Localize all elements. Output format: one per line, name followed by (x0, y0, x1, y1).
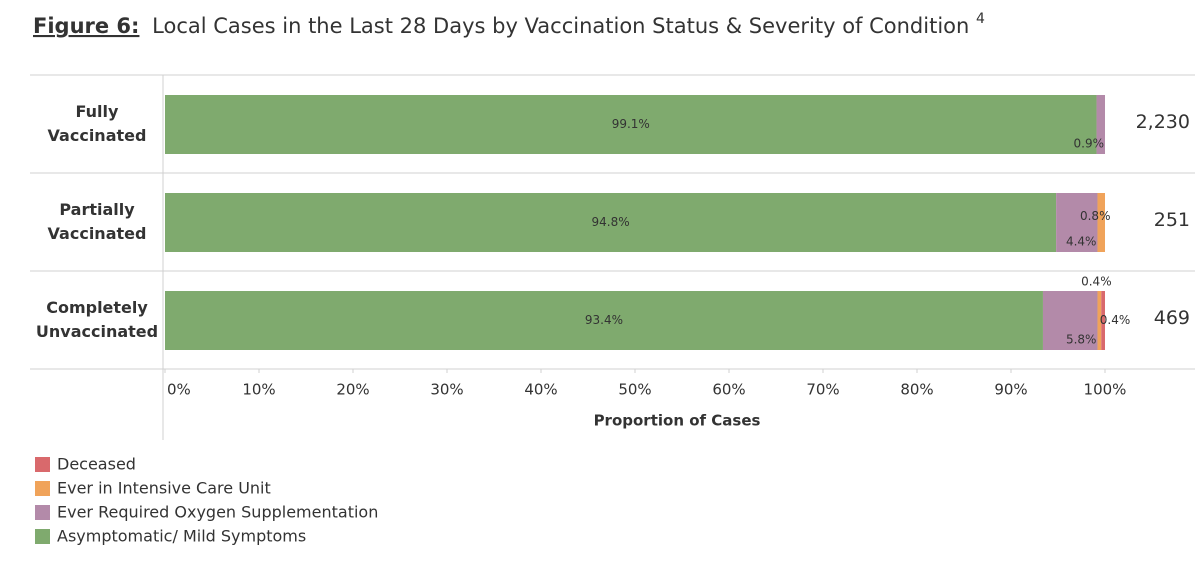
x-tick-label: 100% (1084, 381, 1127, 399)
data-label: 0.9% (1074, 137, 1105, 151)
legend-label: Asymptomatic/ Mild Symptoms (57, 527, 306, 546)
category-label-box: Partially Vaccinated (47, 200, 147, 243)
title-footnote: 4 (976, 11, 985, 27)
bar-segment (1056, 193, 1098, 252)
x-tick-label: 60% (712, 381, 745, 399)
category-label: Fully Vaccinated (47, 102, 147, 145)
category-label: Completely Unvaccinated (37, 298, 157, 341)
figure-label: Figure 6: (33, 14, 139, 38)
x-axis-label: Proportion of Cases (594, 412, 761, 430)
x-tick-label: 70% (806, 381, 839, 399)
legend-swatch (35, 457, 50, 472)
bar-segment (165, 95, 1097, 154)
data-label: 0.4% (1100, 313, 1131, 327)
category-label-box: Completely Unvaccinated (37, 298, 157, 341)
legend-label: Deceased (57, 455, 136, 474)
bar-segment (165, 193, 1057, 252)
chart-title: Local Cases in the Last 28 Days by Vacci… (152, 14, 969, 38)
total-label: 2,230 (1136, 111, 1190, 133)
bar-segment (1042, 291, 1098, 350)
legend-label: Ever Required Oxygen Supplementation (57, 503, 378, 522)
total-label: 251 (1154, 209, 1190, 231)
legend-swatch (35, 481, 50, 496)
chart-title-block: Figure 6: Local Cases in the Last 28 Day… (33, 11, 985, 38)
x-tick-label: 10% (242, 381, 275, 399)
x-tick-label: 0% (167, 381, 191, 399)
legend-swatch (35, 529, 50, 544)
data-label: 4.4% (1066, 235, 1097, 249)
bar-segment (165, 291, 1043, 350)
bar-segment (1096, 95, 1105, 154)
data-label: 0.8% (1080, 209, 1111, 223)
data-label: 93.4% (585, 313, 623, 327)
bar-segment (1097, 193, 1105, 252)
legend-swatch (35, 505, 50, 520)
category-label-box: Fully Vaccinated (47, 102, 147, 145)
data-label: 0.4% (1081, 275, 1112, 289)
data-label: 5.8% (1066, 333, 1097, 347)
total-label: 469 (1154, 307, 1190, 329)
x-tick-label: 50% (618, 381, 651, 399)
x-tick-label: 20% (336, 381, 369, 399)
legend-label: Ever in Intensive Care Unit (57, 479, 271, 498)
x-tick-label: 30% (430, 381, 463, 399)
x-tick-label: 90% (994, 381, 1027, 399)
x-tick-label: 40% (524, 381, 557, 399)
x-tick-label: 80% (900, 381, 933, 399)
bar-segment (1097, 291, 1102, 350)
bar-segment (1101, 291, 1105, 350)
data-label: 94.8% (591, 215, 629, 229)
category-label: Partially Vaccinated (47, 200, 147, 243)
data-label: 99.1% (612, 117, 650, 131)
